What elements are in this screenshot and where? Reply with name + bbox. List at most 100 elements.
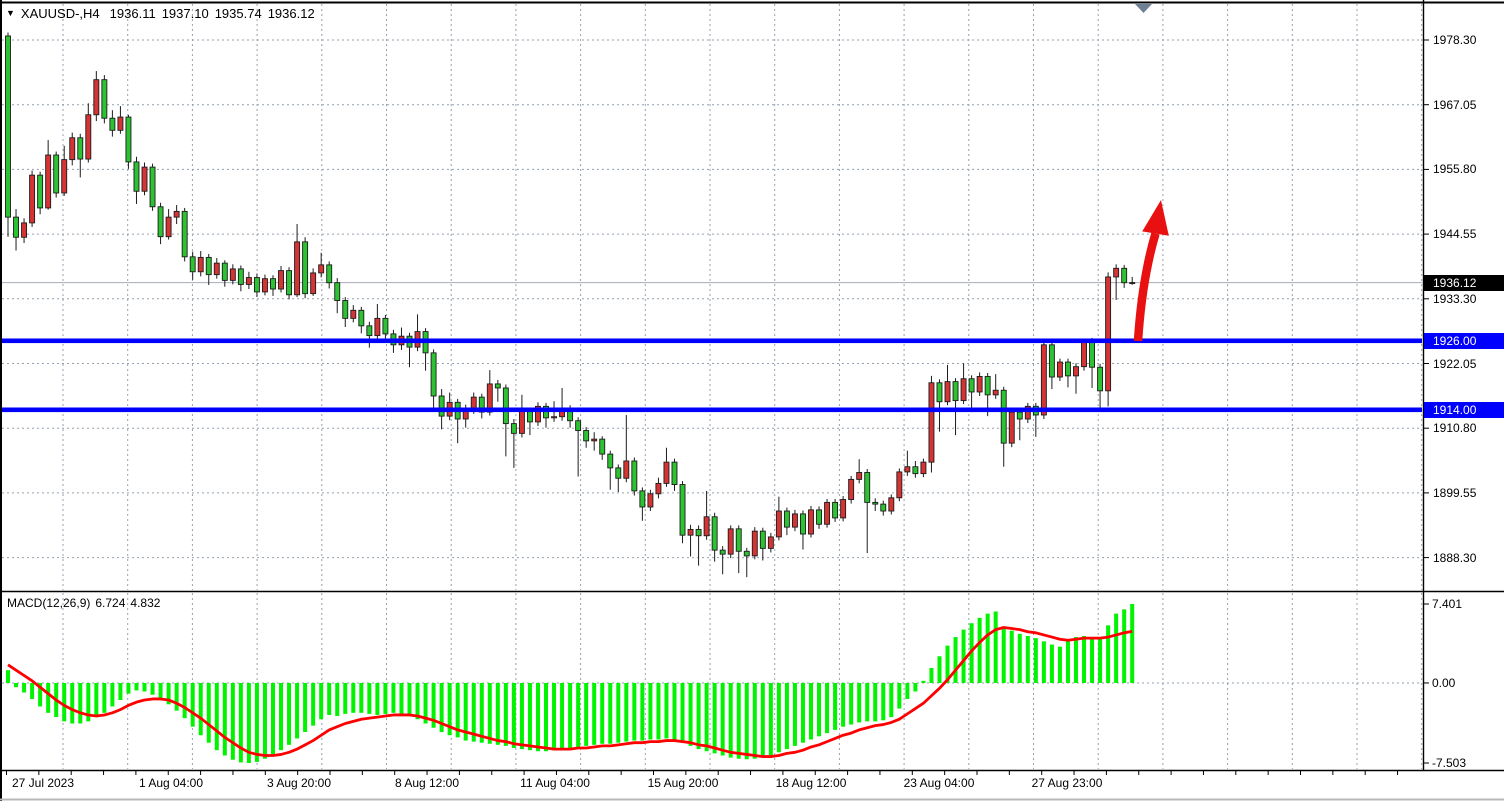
- macd-histogram-bar: [463, 682, 468, 741]
- macd-histogram-bar: [431, 682, 436, 728]
- macd-histogram-bar: [198, 682, 203, 736]
- bear-candle-body: [502, 387, 509, 425]
- bull-candle-body: [61, 159, 68, 194]
- support-resistance-line[interactable]: [2, 407, 1422, 413]
- candle: [912, 460, 919, 478]
- bear-candle-body: [5, 35, 11, 218]
- chart-shift-marker-icon[interactable]: [1135, 4, 1152, 13]
- macd-histogram-bar: [527, 682, 532, 751]
- trend-arrow-head: [1142, 200, 1169, 236]
- macd-histogram-bar: [439, 682, 444, 733]
- candle: [21, 218, 28, 244]
- bear-candle-body: [872, 501, 879, 505]
- macd-histogram-bar: [503, 682, 508, 746]
- bull-candle-body: [1113, 267, 1120, 278]
- candle: [270, 275, 276, 296]
- bull-candle-body: [45, 154, 52, 209]
- macd-histogram-bar: [399, 682, 404, 714]
- macd-histogram-bar: [680, 682, 685, 743]
- macd-histogram-bar: [287, 682, 292, 745]
- price-axis-label: 1955.80: [1433, 162, 1477, 177]
- macd-histogram-bar: [142, 682, 147, 692]
- macd-histogram-bar: [391, 682, 396, 713]
- bull-candle-body: [663, 461, 670, 484]
- candle: [302, 237, 309, 299]
- bear-candle-body: [583, 430, 590, 442]
- macd-histogram-bar: [150, 682, 155, 695]
- bull-candle-body: [1129, 282, 1136, 285]
- time-axis-label: 27 Jul 2023: [11, 776, 75, 790]
- macd-histogram-bar: [86, 682, 91, 722]
- macd-histogram-bar: [335, 682, 340, 717]
- bull-candle-body: [751, 530, 758, 557]
- bear-candle-body: [968, 378, 975, 393]
- macd-histogram-bar: [6, 670, 10, 683]
- bull-candle-body: [294, 241, 301, 296]
- bull-candle-body: [374, 317, 381, 337]
- bear-candle-body: [221, 262, 228, 281]
- time-axis-label: 18 Aug 12:00: [775, 776, 847, 790]
- macd-histogram-bar: [206, 682, 211, 743]
- macd-panel[interactable]: [2, 593, 1423, 769]
- bull-candle-body: [518, 410, 525, 434]
- macd-signal-line: [7, 626, 1133, 758]
- bear-candle-body: [302, 241, 309, 295]
- macd-histogram-bar: [471, 682, 476, 742]
- bear-candle-body: [125, 116, 132, 163]
- candle: [1129, 276, 1136, 285]
- chart-header: ▼ XAUUSD-,H4 1936.11 1937.10 1935.74 193…: [6, 6, 315, 21]
- macd-histogram-bar: [993, 611, 998, 683]
- macd-histogram-bar: [254, 682, 259, 762]
- candle: [406, 332, 413, 368]
- support-resistance-line[interactable]: [2, 338, 1422, 344]
- macd-histogram-bar: [961, 629, 966, 683]
- candle: [430, 349, 437, 409]
- candle: [1024, 402, 1031, 424]
- macd-histogram-bar: [78, 682, 83, 724]
- price-axis-label: 1944.55: [1433, 227, 1477, 242]
- candle: [454, 398, 461, 444]
- bull-candle-body: [647, 493, 654, 508]
- price-axis-label: 1922.05: [1433, 356, 1477, 371]
- bear-candle-body: [1016, 411, 1023, 420]
- candle: [615, 464, 622, 493]
- ohlc-open: 1936.11: [109, 6, 156, 21]
- macd-histogram-bar: [535, 682, 540, 752]
- bull-candle-body: [1105, 276, 1112, 392]
- macd-histogram-bar: [327, 682, 332, 715]
- bull-candle-body: [904, 466, 911, 473]
- bear-candle-body: [1097, 366, 1104, 392]
- bull-candle-body: [591, 438, 598, 442]
- candle: [1016, 408, 1023, 441]
- macd-histogram-bar: [1033, 638, 1038, 683]
- macd-histogram-bar: [407, 682, 412, 717]
- macd-axis-label: 7.401: [1432, 597, 1463, 611]
- bull-candle-body: [824, 501, 831, 525]
- macd-histogram-bar: [1049, 644, 1054, 683]
- macd-signal-value: 4.832: [130, 596, 161, 610]
- macd-histogram-bar: [46, 682, 51, 713]
- bear-candle-body: [37, 174, 44, 209]
- macd-histogram-bar: [423, 682, 428, 724]
- bear-candle-body: [800, 513, 806, 535]
- time-axis-label: 1 Aug 04:00: [138, 776, 204, 790]
- macd-histogram-bar: [38, 682, 43, 707]
- symbol-timeframe-label: XAUUSD-,H4: [20, 6, 100, 21]
- macd-histogram-bar: [576, 682, 581, 747]
- bull-candle-body: [856, 472, 863, 480]
- bull-candle-body: [173, 210, 180, 218]
- trend-arrow[interactable]: [1133, 200, 1169, 342]
- price-chart-panel[interactable]: [2, 4, 1423, 590]
- bear-candle-body: [783, 510, 790, 528]
- candle: [446, 392, 453, 421]
- candle: [751, 527, 758, 560]
- symbol-dropdown-icon[interactable]: ▼: [6, 8, 15, 18]
- bear-candle-body: [832, 501, 839, 519]
- bull-candle-body: [21, 222, 28, 238]
- bear-candle-body: [1000, 389, 1007, 444]
- candle: [575, 417, 582, 477]
- candle: [1081, 339, 1087, 371]
- macd-histogram-bar: [238, 682, 243, 763]
- macd-histogram-bar: [1001, 626, 1006, 683]
